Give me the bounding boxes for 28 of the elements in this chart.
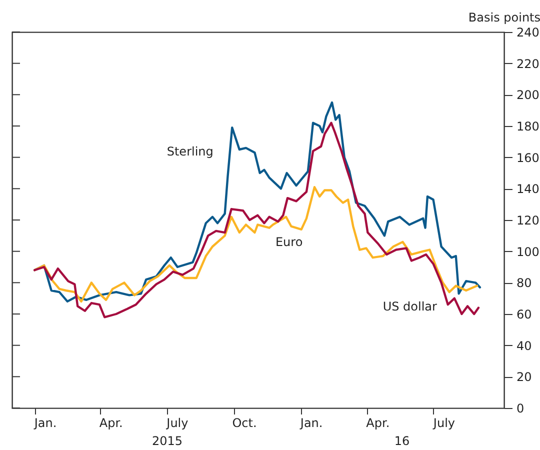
line-series [33, 122, 480, 318]
y-tick-label: 180 [516, 120, 540, 134]
y-tick-label: 240 [516, 26, 540, 40]
y-tick-label: 120 [516, 214, 540, 228]
x-tick-label: Apr. [99, 416, 123, 430]
text: 16 [394, 434, 410, 448]
y-tick-label: 20 [516, 370, 532, 384]
y-tick-label: 0 [516, 402, 524, 416]
y-tick-label: 160 [516, 150, 540, 165]
x-tick-label: Jan. [299, 416, 323, 430]
x-tick-label: July [432, 416, 456, 430]
y-tick-label: 100 [516, 244, 540, 259]
x-tick-label: Oct. [232, 416, 257, 430]
y-axis-title: Basis points [468, 10, 540, 24]
y-tick-label: 140 [516, 182, 540, 196]
x-tick-label: Jan. [33, 416, 57, 430]
y-tick-label: 200 [516, 88, 540, 102]
text: 2015 [152, 434, 183, 448]
series-label: Sterling [166, 144, 214, 159]
series-label: Euro [275, 234, 303, 249]
x-tick-label: July [166, 416, 188, 430]
series-label: US dollar [382, 300, 437, 314]
y-tick-label: 220 [516, 56, 540, 71]
x-tick-label: Apr. [366, 416, 390, 430]
y-tick-label: 60 [516, 308, 532, 322]
y-tick-label: 40 [516, 338, 532, 353]
y-tick-label: 80 [516, 276, 532, 290]
line-series [33, 186, 478, 303]
